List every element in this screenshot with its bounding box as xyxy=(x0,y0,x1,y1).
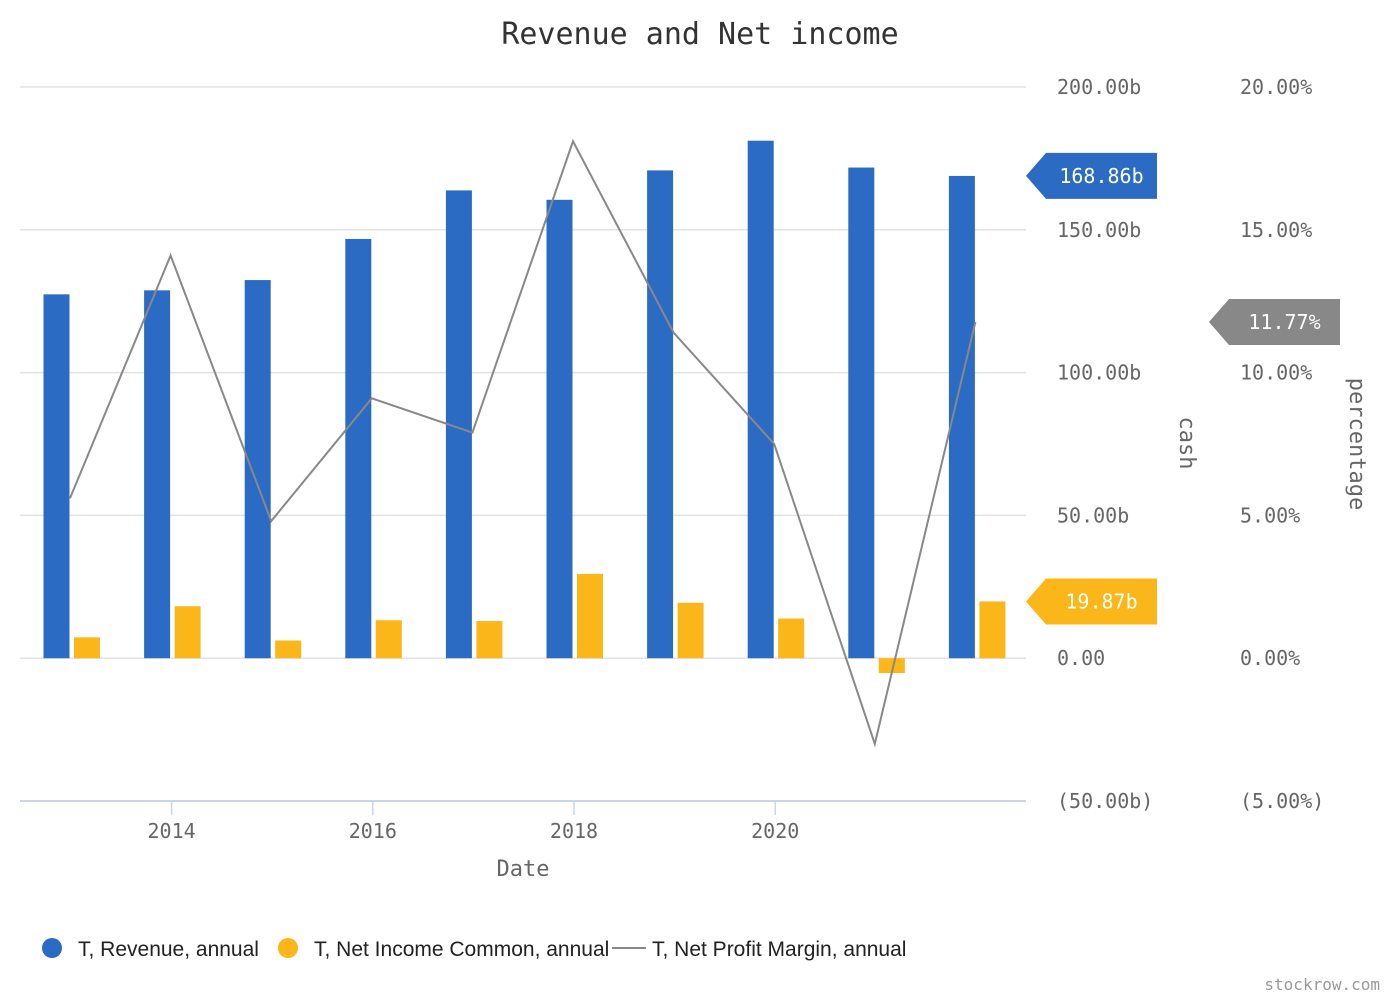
net-income-bar xyxy=(174,606,201,659)
net-income-bar xyxy=(74,637,100,659)
grid xyxy=(20,86,1026,802)
left-tick-label: 50.00b xyxy=(1057,503,1129,527)
bars xyxy=(43,140,1006,674)
net-income-bar xyxy=(778,618,805,659)
revenue-flag-label: 168.86b xyxy=(1059,164,1143,188)
x-axis-title: Date xyxy=(497,857,550,882)
revenue-bar xyxy=(144,290,171,659)
legend-label: T, Revenue, annual xyxy=(78,938,259,961)
x-tick-label: 2020 xyxy=(751,819,799,843)
credit: stockrow.com xyxy=(1264,975,1380,994)
net-income-bar xyxy=(375,620,402,659)
revenue-bar xyxy=(647,170,674,659)
left-tick-label: (50.00b) xyxy=(1057,789,1153,813)
legend: T, Revenue, annual T, Net Income Common, … xyxy=(42,938,906,961)
left-tick-label: 100.00b xyxy=(1057,361,1141,385)
net-income-bar xyxy=(577,573,603,659)
revenue-bar xyxy=(43,294,70,659)
left-axis: (50.00b) 0.00 50.00b 100.00b 150.00b 200.00b xyxy=(1057,75,1153,813)
legend-label: T, Net Profit Margin, annual xyxy=(652,938,906,961)
net-income-flag xyxy=(1026,578,1157,625)
revenue-bar xyxy=(244,280,271,659)
right-tick-label: 15.00% xyxy=(1240,218,1312,242)
right-axis: (5.00%) 0.00% 5.00% 10.00% 15.00% 20.00% xyxy=(1240,75,1324,813)
net-income-flag-label: 19.87b xyxy=(1065,589,1137,613)
net-income-bar xyxy=(476,621,503,659)
net-income-bar xyxy=(275,640,302,659)
margin-line xyxy=(69,138,977,748)
right-tick-label: 0.00% xyxy=(1240,646,1300,670)
right-tick-label: 20.00% xyxy=(1240,75,1312,99)
revenue-bar xyxy=(345,238,372,659)
legend-marker xyxy=(42,938,62,958)
x-tick-label: 2018 xyxy=(550,819,598,843)
legend-label: T, Net Income Common, annual xyxy=(314,938,609,961)
net-income-bar xyxy=(878,658,905,674)
revenue-flag xyxy=(1026,152,1157,199)
net-income-bar xyxy=(979,601,1006,659)
right-tick-label: 5.00% xyxy=(1240,503,1300,527)
x-tick-label: 2016 xyxy=(349,819,397,843)
right-axis-title: percentage xyxy=(1344,378,1369,510)
x-tick-label: 2014 xyxy=(148,819,196,843)
right-tick-label: (5.00%) xyxy=(1240,789,1324,813)
revenue-bar xyxy=(747,140,774,659)
last-value-flags: 168.86b 19.87b 11.77% xyxy=(1026,152,1340,625)
net-income-bar xyxy=(677,602,704,659)
margin-flag xyxy=(1209,299,1340,346)
left-tick-label: 200.00b xyxy=(1057,75,1141,99)
left-tick-label: 150.00b xyxy=(1057,218,1141,242)
margin-flag-label: 11.77% xyxy=(1248,310,1320,334)
chart-title: Revenue and Net income xyxy=(501,17,898,52)
left-axis-title: cash xyxy=(1174,417,1199,470)
revenue-bar xyxy=(848,167,875,659)
revenue-bar xyxy=(546,199,573,659)
x-axis: 2014 2016 2018 2020 xyxy=(148,801,799,843)
right-tick-label: 10.00% xyxy=(1240,361,1312,385)
legend-marker xyxy=(278,938,298,958)
margin-line-path xyxy=(69,138,977,748)
left-tick-label: 0.00 xyxy=(1057,646,1105,670)
